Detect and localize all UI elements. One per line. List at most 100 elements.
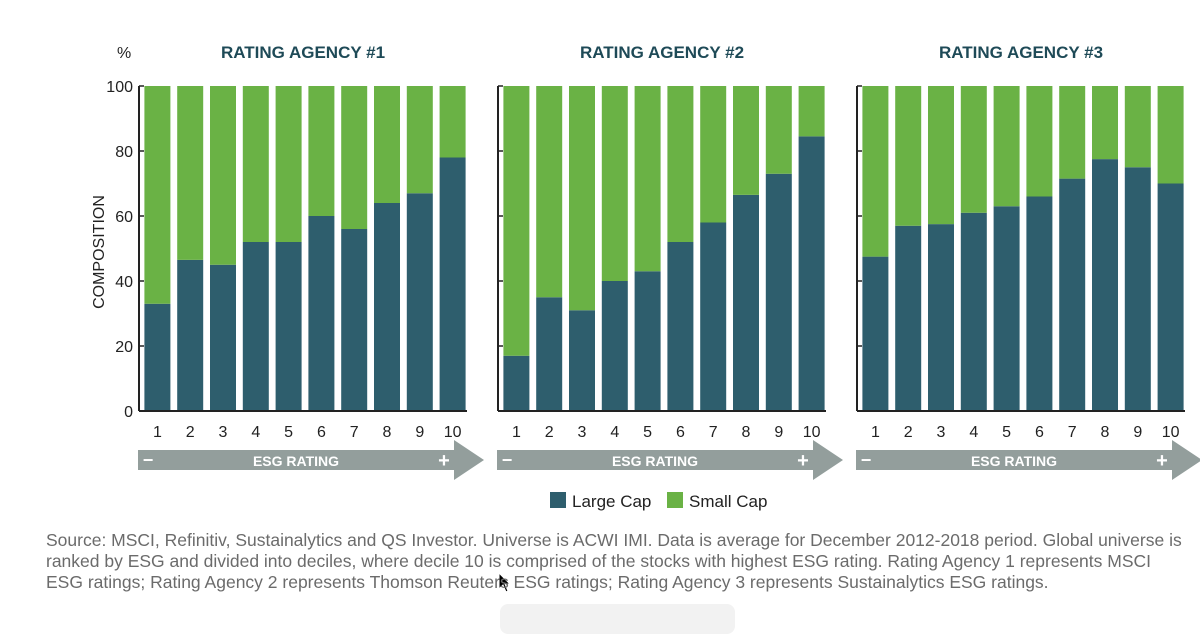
plus-icon: + (438, 450, 450, 472)
bar-small-cap (798, 86, 825, 137)
source-note: Source: MSCI, Refinitiv, Sustainalytics … (46, 530, 1182, 592)
bar-large-cap (960, 212, 987, 411)
arrow-label: ESG RATING (253, 453, 339, 469)
bar-large-cap (1059, 178, 1086, 411)
bar-small-cap (960, 86, 987, 213)
bar-large-cap (177, 259, 204, 411)
chart-title: RATING AGENCY #1 (221, 43, 385, 62)
arrow-label: ESG RATING (971, 453, 1057, 469)
esg-rating-arrow (856, 440, 1200, 480)
bar-small-cap (634, 86, 661, 272)
x-tick-label: 9 (1133, 424, 1142, 441)
bar-small-cap (569, 86, 595, 311)
bar-large-cap (798, 136, 825, 411)
bar-large-cap (765, 173, 792, 411)
bar-large-cap (1157, 183, 1184, 411)
bar-large-cap (341, 229, 368, 411)
bar-large-cap (374, 203, 400, 411)
bar-small-cap (275, 86, 302, 242)
x-tick-label: 3 (937, 424, 946, 441)
bar-small-cap (1092, 86, 1118, 160)
y-tick-label: 100 (106, 79, 133, 96)
x-tick-label: 4 (969, 424, 978, 441)
bar-small-cap (341, 86, 368, 229)
bar-large-cap (895, 225, 922, 411)
bar-small-cap (1124, 86, 1151, 168)
x-tick-label: 7 (709, 424, 718, 441)
x-tick-label: 3 (219, 424, 228, 441)
x-tick-label: 8 (1101, 424, 1110, 441)
bar-large-cap (275, 242, 302, 411)
bar-small-cap (406, 86, 433, 194)
x-tick-label: 6 (317, 424, 326, 441)
bar-small-cap (993, 86, 1020, 207)
x-tick-label: 2 (904, 424, 913, 441)
x-tick-label: 6 (676, 424, 685, 441)
y-tick-label: 80 (115, 144, 133, 161)
bar-small-cap (700, 86, 727, 223)
y-axis-label: COMPOSITION (91, 195, 108, 309)
x-tick-label: 9 (415, 424, 424, 441)
bar-large-cap (601, 281, 628, 411)
bar-small-cap (144, 86, 171, 304)
legend-swatch-small-cap (667, 492, 683, 508)
bar-large-cap (1124, 167, 1151, 411)
legend-swatch-large-cap (550, 492, 566, 508)
x-tick-label: 4 (251, 424, 260, 441)
minus-icon: − (861, 450, 872, 470)
x-tick-label: 1 (153, 424, 162, 441)
bar-large-cap (569, 310, 595, 411)
x-tick-label: 8 (742, 424, 751, 441)
bar-small-cap (928, 86, 954, 225)
x-tick-label: 6 (1035, 424, 1044, 441)
x-tick-label: 4 (610, 424, 619, 441)
legend-label: Large Cap (572, 492, 651, 511)
bar-small-cap (895, 86, 922, 226)
y-tick-label: 60 (115, 209, 133, 226)
bar-small-cap (210, 86, 236, 265)
bar-small-cap (439, 86, 466, 158)
esg-rating-arrow (138, 440, 484, 480)
minus-icon: − (143, 450, 154, 470)
bar-small-cap (242, 86, 269, 242)
esg-rating-arrow (497, 440, 843, 480)
x-tick-label: 5 (643, 424, 652, 441)
bar-large-cap (439, 157, 466, 411)
bar-large-cap (210, 264, 236, 411)
bar-large-cap (536, 297, 563, 411)
x-tick-label: 3 (578, 424, 587, 441)
overlay-panel (500, 604, 735, 634)
bar-large-cap (242, 242, 269, 411)
bar-small-cap (667, 86, 694, 242)
plus-icon: + (797, 450, 809, 472)
bar-large-cap (308, 216, 335, 411)
plus-icon: + (1156, 450, 1168, 472)
y-tick-label: 20 (115, 339, 133, 356)
bar-large-cap (634, 271, 661, 411)
x-tick-label: 8 (383, 424, 392, 441)
bar-small-cap (1026, 86, 1053, 197)
bar-small-cap (177, 86, 204, 260)
bar-large-cap (1092, 159, 1118, 411)
x-tick-label: 10 (1162, 424, 1180, 441)
bar-small-cap (374, 86, 400, 203)
mouse-cursor-icon (498, 571, 512, 593)
x-tick-label: 9 (774, 424, 783, 441)
bar-large-cap (733, 194, 759, 411)
x-tick-label: 10 (444, 424, 462, 441)
chart-title: RATING AGENCY #3 (939, 43, 1103, 62)
x-tick-label: 1 (512, 424, 521, 441)
bar-large-cap (406, 193, 433, 411)
bar-small-cap (862, 86, 889, 257)
x-tick-label: 10 (803, 424, 821, 441)
y-unit: % (117, 45, 131, 62)
bar-large-cap (700, 222, 727, 411)
chart-title: RATING AGENCY #2 (580, 43, 744, 62)
bar-small-cap (733, 86, 759, 195)
bar-small-cap (765, 86, 792, 174)
x-tick-label: 7 (1068, 424, 1077, 441)
x-tick-label: 5 (1002, 424, 1011, 441)
bar-small-cap (536, 86, 563, 298)
bar-large-cap (862, 256, 889, 411)
